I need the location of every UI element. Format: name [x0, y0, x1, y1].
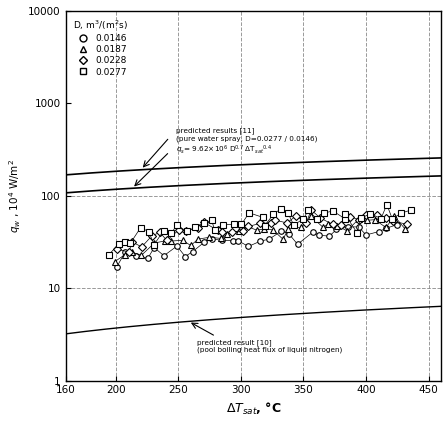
Y-axis label: $q_w$ , 10$^4$ W/m$^2$: $q_w$ , 10$^4$ W/m$^2$	[7, 159, 23, 233]
X-axis label: $\Delta T_{sat}$, °C: $\Delta T_{sat}$, °C	[226, 401, 281, 417]
Legend: 0.0146, 0.0187, 0.0228, 0.0277: 0.0146, 0.0187, 0.0228, 0.0277	[70, 15, 130, 79]
Text: predicted results [11]
(pure water spray, D=0.0277 / 0.0146)
$q_s$= 9.62×10$^6$ : predicted results [11] (pure water spray…	[176, 127, 317, 156]
Text: predicted result [10]
(pool boiling heat flux of liquid nitrogen): predicted result [10] (pool boiling heat…	[197, 339, 342, 354]
